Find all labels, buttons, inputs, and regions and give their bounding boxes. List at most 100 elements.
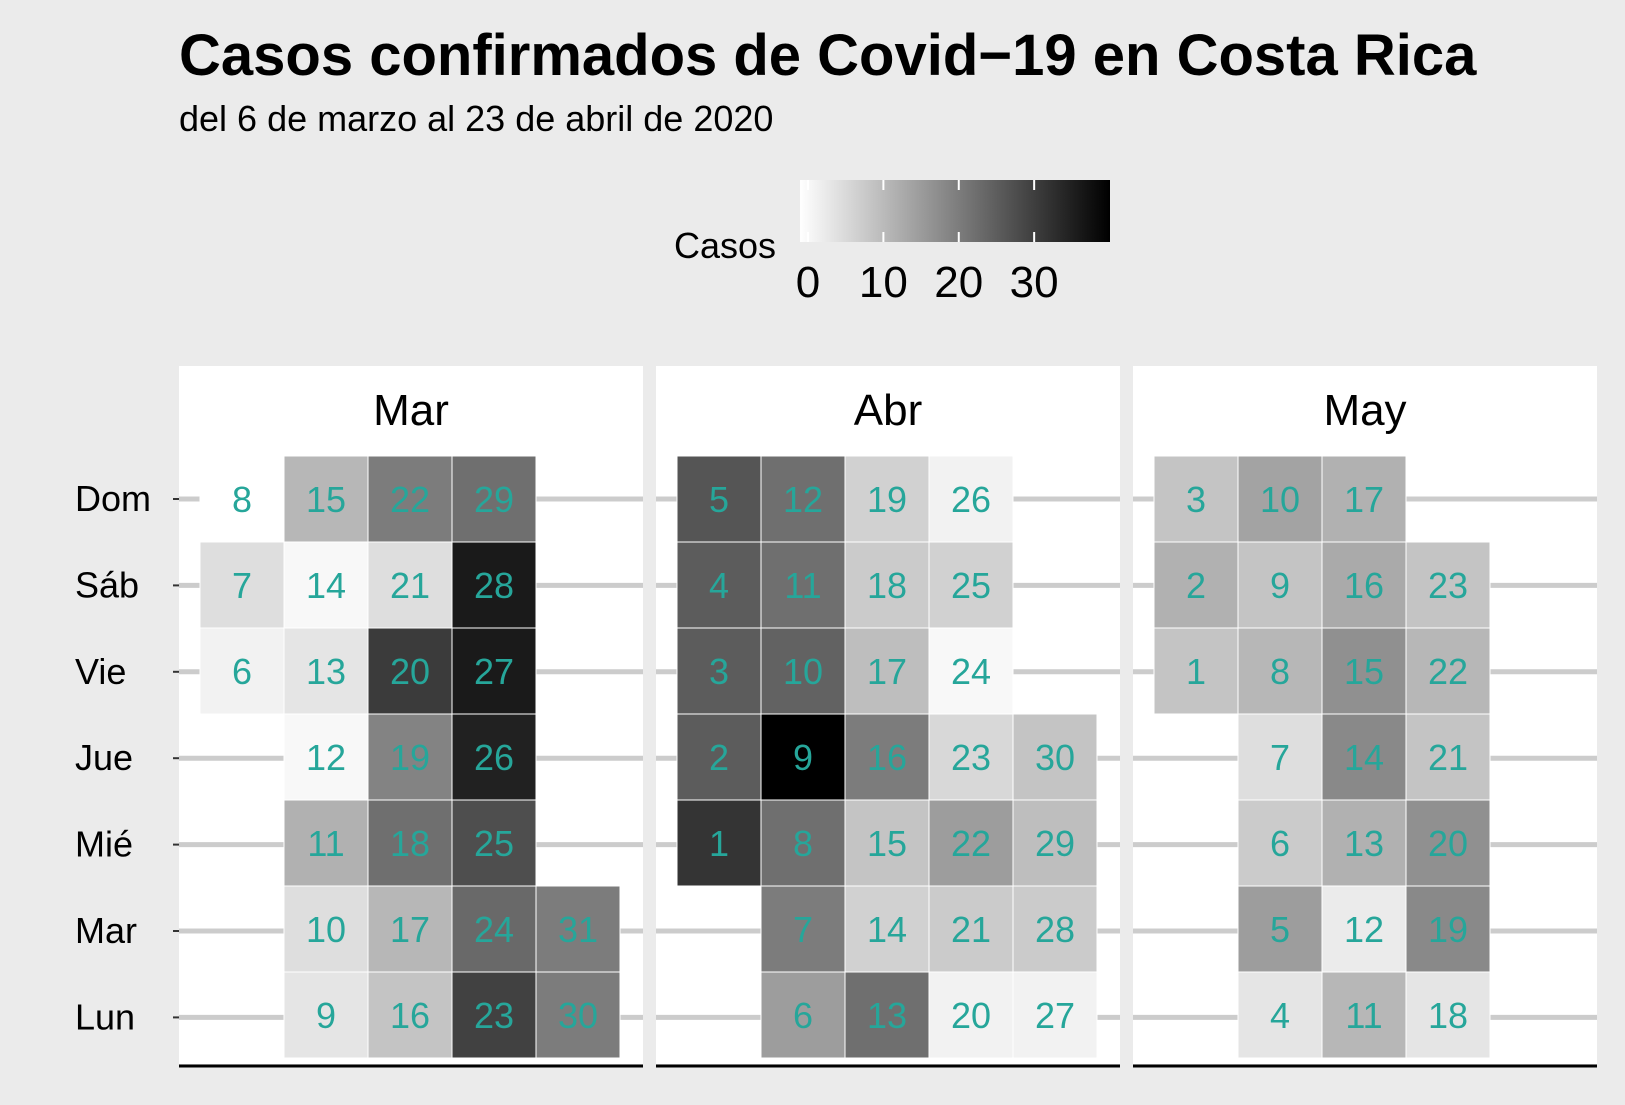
day-label: 23 bbox=[951, 737, 991, 778]
day-label: 21 bbox=[390, 565, 430, 606]
panel-strip-label: May bbox=[1323, 386, 1406, 435]
day-label: 23 bbox=[474, 995, 514, 1036]
heatmap-cell bbox=[1237, 971, 1323, 1059]
day-label: 26 bbox=[951, 479, 991, 520]
day-label: 20 bbox=[1428, 823, 1468, 864]
heatmap-cell bbox=[535, 885, 621, 973]
day-label: 14 bbox=[867, 909, 907, 950]
day-label: 22 bbox=[1428, 651, 1468, 692]
day-label: 23 bbox=[1428, 565, 1468, 606]
day-label: 29 bbox=[474, 479, 514, 520]
day-label: 16 bbox=[1344, 565, 1384, 606]
day-label: 17 bbox=[390, 909, 430, 950]
day-label: 10 bbox=[306, 909, 346, 950]
day-label: 10 bbox=[783, 651, 823, 692]
chart-title: Casos confirmados de Covid−19 en Costa R… bbox=[179, 23, 1477, 88]
day-label: 20 bbox=[390, 651, 430, 692]
weekday-label-Sáb: Sáb bbox=[75, 564, 139, 605]
day-label: 12 bbox=[1344, 909, 1384, 950]
day-label: 9 bbox=[1270, 565, 1290, 606]
day-label: 4 bbox=[1270, 995, 1290, 1036]
heatmap-cell bbox=[283, 627, 369, 715]
legend-tick-label: 20 bbox=[934, 258, 983, 307]
day-label: 26 bbox=[474, 737, 514, 778]
day-label: 16 bbox=[390, 995, 430, 1036]
day-label: 8 bbox=[232, 479, 252, 520]
heatmap-cell bbox=[760, 971, 846, 1059]
day-label: 24 bbox=[951, 651, 991, 692]
day-label: 8 bbox=[1270, 651, 1290, 692]
heatmap-cell bbox=[283, 713, 369, 801]
heatmap-cell bbox=[928, 971, 1014, 1059]
legend-tick-label: 10 bbox=[859, 258, 908, 307]
day-label: 15 bbox=[1344, 651, 1384, 692]
heatmap-cell bbox=[451, 971, 537, 1059]
day-label: 11 bbox=[1345, 995, 1382, 1036]
day-label: 28 bbox=[474, 565, 514, 606]
heatmap-cell bbox=[1012, 971, 1098, 1059]
day-label: 7 bbox=[232, 565, 252, 606]
heatmap-cell bbox=[1405, 541, 1491, 629]
heatmap-cell bbox=[928, 455, 1014, 543]
heatmap-cell bbox=[676, 799, 762, 887]
day-label: 6 bbox=[1270, 823, 1290, 864]
day-label: 27 bbox=[474, 651, 514, 692]
heatmap-cell bbox=[676, 713, 762, 801]
heatmap-cell bbox=[844, 713, 930, 801]
heatmap-cell bbox=[760, 541, 846, 629]
heatmap-cell bbox=[367, 885, 453, 973]
heatmap-cell bbox=[760, 627, 846, 715]
heatmap-cell bbox=[1153, 455, 1239, 543]
day-label: 7 bbox=[1270, 737, 1290, 778]
heatmap-cell bbox=[283, 541, 369, 629]
day-label: 19 bbox=[390, 737, 430, 778]
day-label: 29 bbox=[1035, 823, 1075, 864]
day-label: 18 bbox=[1428, 995, 1468, 1036]
day-label: 3 bbox=[1186, 479, 1206, 520]
day-label: 21 bbox=[1428, 737, 1468, 778]
day-label: 17 bbox=[867, 651, 907, 692]
heatmap-cell bbox=[1405, 713, 1491, 801]
day-label: 12 bbox=[306, 737, 346, 778]
heatmap-cell bbox=[199, 455, 285, 543]
day-label: 2 bbox=[1186, 565, 1206, 606]
day-label: 13 bbox=[1344, 823, 1384, 864]
heatmap-cell bbox=[367, 713, 453, 801]
heatmap-cell bbox=[928, 541, 1014, 629]
day-label: 4 bbox=[709, 565, 729, 606]
heatmap-cell bbox=[1405, 799, 1491, 887]
day-label: 28 bbox=[1035, 909, 1075, 950]
heatmap-cell bbox=[451, 455, 537, 543]
heatmap-cell bbox=[367, 627, 453, 715]
heatmap-cell bbox=[451, 627, 537, 715]
day-label: 9 bbox=[793, 737, 813, 778]
chart-subtitle: del 6 de marzo al 23 de abril de 2020 bbox=[179, 98, 774, 139]
day-label: 13 bbox=[867, 995, 907, 1036]
heatmap-cell bbox=[676, 455, 762, 543]
weekday-label-Dom: Dom bbox=[75, 478, 151, 519]
day-label: 16 bbox=[867, 737, 907, 778]
day-label: 6 bbox=[232, 651, 252, 692]
heatmap-cell bbox=[928, 885, 1014, 973]
day-label: 6 bbox=[793, 995, 813, 1036]
day-label: 17 bbox=[1344, 479, 1384, 520]
legend-tick-label: 30 bbox=[1010, 258, 1059, 307]
heatmap-cell bbox=[1012, 713, 1098, 801]
heatmap-cell bbox=[1153, 541, 1239, 629]
day-label: 30 bbox=[1035, 737, 1075, 778]
day-label: 14 bbox=[306, 565, 346, 606]
heatmap-cell bbox=[283, 799, 369, 887]
heatmap-cell bbox=[760, 455, 846, 543]
day-label: 15 bbox=[867, 823, 907, 864]
day-label: 31 bbox=[558, 909, 598, 950]
legend-title: Casos bbox=[674, 225, 776, 266]
legend-tick-label: 0 bbox=[796, 258, 820, 307]
weekday-label-Vie: Vie bbox=[75, 651, 126, 692]
day-label: 9 bbox=[316, 995, 336, 1036]
day-label: 25 bbox=[474, 823, 514, 864]
day-label: 7 bbox=[793, 909, 813, 950]
heatmap-cell bbox=[760, 799, 846, 887]
day-label: 14 bbox=[1344, 737, 1384, 778]
legend-colorbar bbox=[800, 180, 1110, 242]
